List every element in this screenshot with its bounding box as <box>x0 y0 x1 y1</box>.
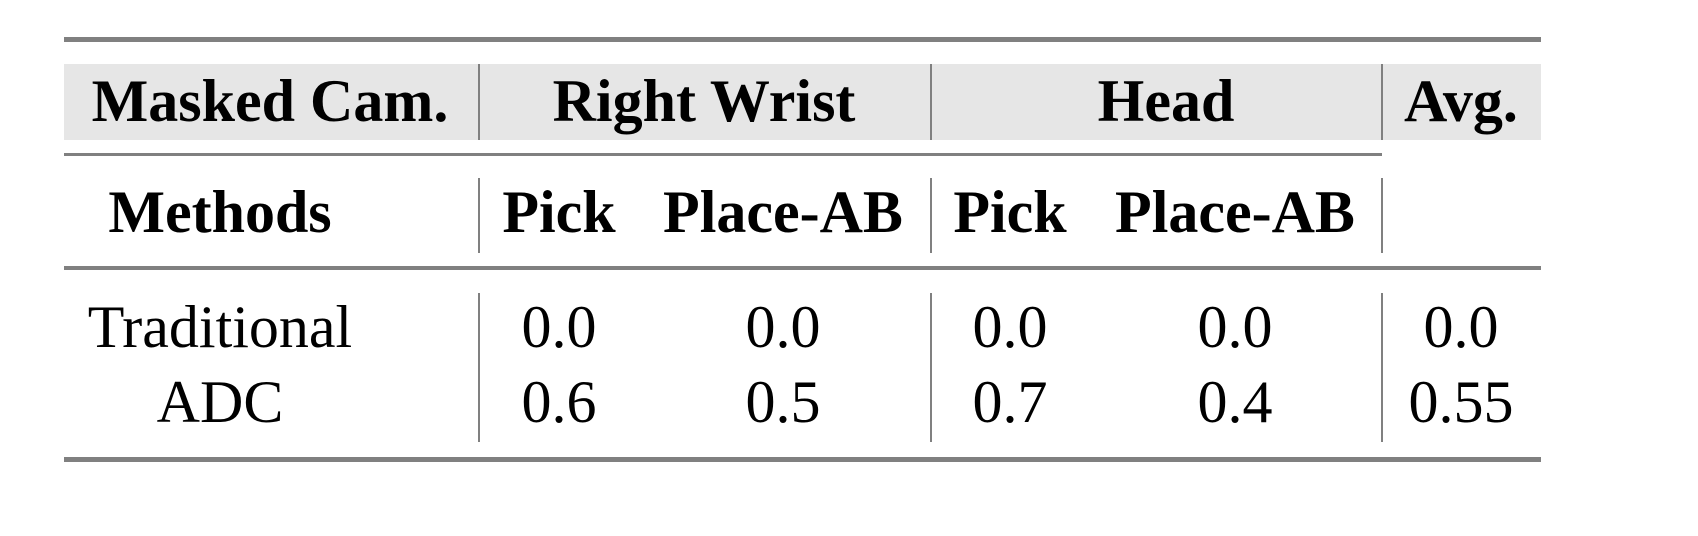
header-col: Pick <box>502 179 616 245</box>
row-method: ADC <box>156 369 284 435</box>
mid-rule <box>64 266 1541 270</box>
header-col: Pick <box>953 179 1067 245</box>
row-method: Traditional <box>87 294 353 360</box>
cmidrule <box>64 153 1382 156</box>
cell: 0.0 <box>745 294 821 360</box>
top-rule <box>64 37 1541 42</box>
vline <box>478 293 480 442</box>
vline <box>1381 178 1383 253</box>
header-right-wrist: Right Wrist <box>552 68 856 134</box>
cell: 0.0 <box>972 294 1048 360</box>
header-methods: Methods <box>108 179 332 245</box>
vline <box>478 178 480 253</box>
header-avg: Avg. <box>1404 68 1518 134</box>
cell: 0.55 <box>1408 369 1514 435</box>
cell: 0.7 <box>972 369 1048 435</box>
header-col: Place-AB <box>663 179 903 245</box>
vline <box>930 64 932 140</box>
header-masked-cam: Masked Cam. <box>91 68 449 134</box>
vline <box>930 178 932 253</box>
vline <box>930 293 932 442</box>
vline <box>1381 64 1383 140</box>
header-head: Head <box>1097 68 1235 134</box>
cell: 0.6 <box>521 369 597 435</box>
cell: 0.0 <box>1423 294 1499 360</box>
cell: 0.4 <box>1197 369 1273 435</box>
cell: 0.0 <box>521 294 597 360</box>
vline <box>478 64 480 140</box>
cell: 0.0 <box>1197 294 1273 360</box>
header-band <box>64 64 1541 140</box>
bottom-rule <box>64 457 1541 462</box>
header-col: Place-AB <box>1115 179 1355 245</box>
cell: 0.5 <box>745 369 821 435</box>
vline <box>1381 293 1383 442</box>
